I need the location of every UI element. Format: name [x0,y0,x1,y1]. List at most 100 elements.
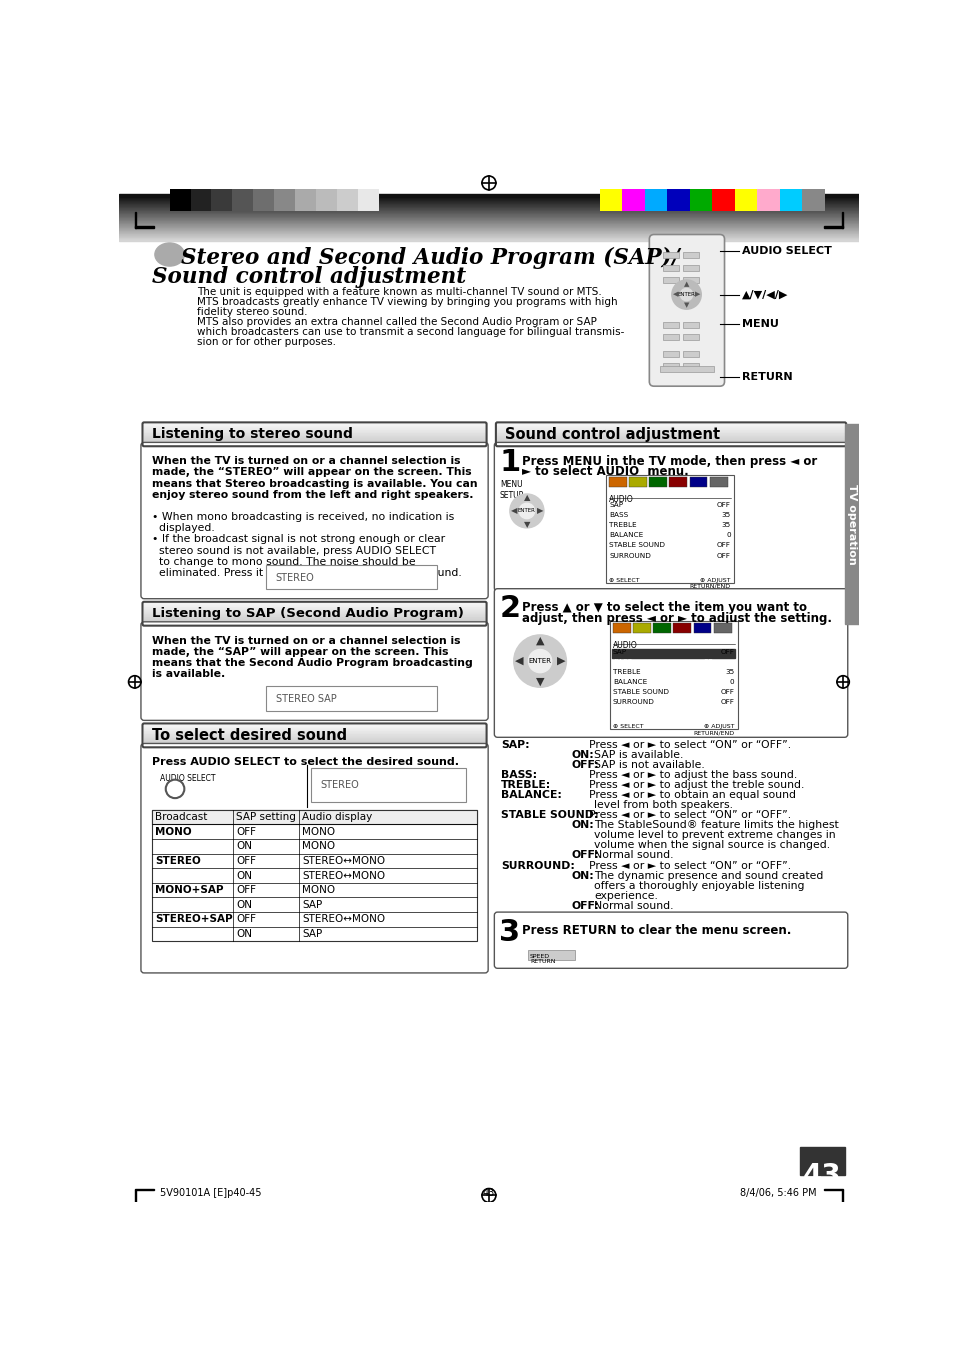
Text: MONO: MONO [154,827,192,836]
Text: Press ◄ or ► to obtain an equal sound: Press ◄ or ► to obtain an equal sound [588,790,795,800]
Text: Press RETURN to clear the menu screen.: Press RETURN to clear the menu screen. [521,924,791,938]
Bar [662,253,679,258]
Bar [682,351,699,357]
Text: Audio display: Audio display [302,812,372,821]
Bar [841,1190,842,1204]
Text: TREBLE:: TREBLE: [500,781,551,790]
Bar [662,322,679,328]
Bar [662,363,679,369]
Bar [233,189,253,211]
Text: BALANCE: BALANCE [608,532,642,539]
Bar [315,189,336,211]
Text: ON:: ON: [571,820,593,831]
Text: MONO: MONO [302,885,335,896]
Text: ON:: ON: [571,750,593,761]
Text: OFF: OFF [720,648,734,655]
Circle shape [513,635,566,688]
Bar [662,351,679,357]
Bar [629,477,646,488]
Text: Press MENU in the TV mode, then press ◄ or: Press MENU in the TV mode, then press ◄ … [521,455,817,467]
Text: OFF: OFF [720,689,734,694]
Text: which broadcasters can use to transmit a second language for bilingual transmis-: which broadcasters can use to transmit a… [196,327,623,336]
Text: SURROUND: SURROUND [612,698,654,705]
Text: ⊕ SELECT: ⊕ SELECT [608,578,639,582]
FancyBboxPatch shape [141,743,488,973]
Text: STEREO SAP: STEREO SAP [275,694,336,704]
Text: BALANCE: BALANCE [612,678,646,685]
Text: MONO: MONO [302,827,335,836]
Bar [689,189,711,211]
Bar [152,809,476,942]
Text: AUDIO SELECT: AUDIO SELECT [159,774,214,784]
Text: stereo sound is not available, press AUDIO SELECT: stereo sound is not available, press AUD… [152,546,436,555]
Text: MONO+SAP: MONO+SAP [154,885,223,896]
Text: enjoy stereo sound from the left and right speakers.: enjoy stereo sound from the left and rig… [152,490,473,500]
Bar [666,189,689,211]
Ellipse shape [154,243,184,266]
Text: OFF: OFF [716,543,730,549]
Text: ▲/▼/◀/▶: ▲/▼/◀/▶ [740,289,787,300]
Text: level from both speakers.: level from both speakers. [594,800,733,811]
Text: When the TV is turned on or a channel selection is: When the TV is turned on or a channel se… [152,457,459,466]
Text: BASS: BASS [612,659,632,665]
Text: The unit is equipped with a feature known as multi-channel TV sound or MTS.: The unit is equipped with a feature know… [196,286,601,297]
Text: SURROUND: SURROUND [608,553,650,558]
Text: Listening to stereo sound: Listening to stereo sound [152,427,353,442]
Text: SPEED
RETURN: SPEED RETURN [530,954,555,965]
Bar [734,189,757,211]
Text: to change to mono sound. The noise should be: to change to mono sound. The noise shoul… [152,557,415,567]
Bar [633,623,650,634]
Text: SAP: SAP [608,503,622,508]
Bar [709,477,727,488]
FancyBboxPatch shape [141,442,488,598]
Text: 3: 3 [498,917,520,947]
Text: STEREO+SAP: STEREO+SAP [154,915,233,924]
Text: SAP:: SAP: [500,740,530,750]
Text: 35: 35 [720,512,730,519]
Text: STEREO↔MONO: STEREO↔MONO [302,915,385,924]
Text: ▲: ▲ [683,281,688,286]
Text: Press ▲ or ▼ to select the item you want to: Press ▲ or ▼ to select the item you want… [521,601,806,613]
Bar [711,189,734,211]
Text: offers a thoroughly enjoyable listening: offers a thoroughly enjoyable listening [594,881,804,890]
Text: 43: 43 [802,1162,841,1190]
Text: STABLE SOUND:: STABLE SOUND: [500,811,598,820]
Bar [673,623,691,634]
Bar [682,277,699,282]
Text: SAP: SAP [302,900,322,909]
Text: MTS broadcasts greatly enhance TV viewing by bringing you programs with high: MTS broadcasts greatly enhance TV viewin… [196,297,617,307]
Text: ▼: ▼ [683,303,688,308]
Bar [266,686,436,711]
Text: ENTER: ENTER [517,508,536,513]
Text: ▶: ▶ [694,292,700,297]
Text: Sound control adjustment: Sound control adjustment [152,266,465,288]
Text: AUDIO: AUDIO [612,642,637,650]
Text: is available.: is available. [152,669,225,680]
Bar [266,565,436,589]
Text: When the TV is turned on or a channel selection is: When the TV is turned on or a channel se… [152,636,459,646]
Bar [662,277,679,282]
Text: ▼: ▼ [536,677,544,686]
Text: SAP is available.: SAP is available. [594,750,683,761]
Bar [662,265,679,270]
Text: SAP is not available.: SAP is not available. [594,761,704,770]
Text: OFF: OFF [236,885,256,896]
Text: STEREO↔MONO: STEREO↔MONO [302,857,385,866]
Circle shape [671,280,700,309]
Text: ON:: ON: [571,870,593,881]
Text: STEREO: STEREO [275,573,314,582]
Bar [669,477,686,488]
Text: ON: ON [236,870,252,881]
Bar [779,189,801,211]
Text: 0: 0 [729,678,734,685]
Text: 35: 35 [724,669,734,674]
Bar [134,1190,136,1204]
Bar [528,950,575,959]
Text: experience.: experience. [594,890,658,901]
Bar [801,189,823,211]
Bar [843,424,858,624]
Text: volume when the signal source is changed.: volume when the signal source is changed… [594,840,829,851]
Text: Normal sound.: Normal sound. [594,901,673,911]
Text: MENU: MENU [740,319,778,328]
Bar [653,623,670,634]
